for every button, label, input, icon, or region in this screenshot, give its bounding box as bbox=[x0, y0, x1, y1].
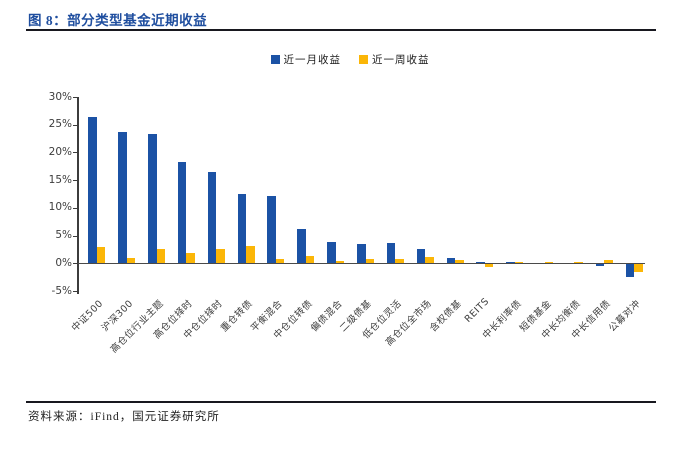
bar-week bbox=[484, 263, 494, 268]
bar-week bbox=[604, 259, 613, 264]
bar-month bbox=[88, 116, 97, 264]
y-axis-spine bbox=[77, 97, 79, 294]
bar-week bbox=[365, 259, 374, 264]
bar-month bbox=[148, 133, 157, 264]
bar-week bbox=[395, 259, 404, 264]
plot-area bbox=[73, 97, 645, 294]
bar-week bbox=[574, 261, 583, 264]
y-tick-label: 15% bbox=[48, 173, 72, 186]
bar-month bbox=[267, 195, 276, 264]
y-tick-mark bbox=[73, 207, 78, 209]
bar-month bbox=[595, 263, 605, 267]
bar-month bbox=[357, 243, 366, 264]
y-tick-label: -5% bbox=[51, 284, 72, 297]
bar-week bbox=[544, 261, 554, 264]
bar-month bbox=[327, 241, 336, 264]
title-underline bbox=[26, 29, 656, 31]
legend-label-month: 近一月收益 bbox=[283, 54, 341, 66]
y-tick-mark bbox=[73, 152, 78, 154]
legend-label-week: 近一周收益 bbox=[372, 54, 430, 66]
bar-month bbox=[177, 161, 187, 264]
y-tick-mark bbox=[73, 291, 78, 292]
bar-week bbox=[634, 263, 643, 272]
y-axis: 30% 25% 20% 15% 10% 5% 0% -5% bbox=[24, 91, 72, 297]
bar-week bbox=[305, 255, 315, 264]
bar-week bbox=[96, 246, 106, 264]
figure-title: 图 8：部分类型基金近期收益 bbox=[28, 13, 208, 28]
bar-week bbox=[425, 256, 434, 264]
y-tick-mark bbox=[73, 235, 78, 237]
legend-item-week: 近一周收益 bbox=[359, 52, 430, 67]
bar-month bbox=[207, 172, 217, 264]
source-divider bbox=[26, 401, 656, 403]
bar-week bbox=[156, 248, 166, 264]
bar-month bbox=[625, 263, 635, 277]
legend-swatch-month-icon bbox=[270, 55, 280, 64]
bar-week bbox=[126, 257, 136, 264]
y-tick-label: 30% bbox=[48, 90, 72, 103]
x-axis-labels: 中证500 沪深300 高仓位行业主题 高仓位择时 中仓位择时 重仓转债 平衡混合 中仓位转债… bbox=[69, 296, 643, 356]
y-tick-label: 5% bbox=[55, 229, 72, 242]
legend-item-month: 近一月收益 bbox=[270, 52, 342, 67]
bar-week bbox=[275, 258, 285, 264]
bar-week bbox=[186, 253, 195, 264]
bar-week bbox=[335, 260, 345, 264]
y-tick-label: 10% bbox=[48, 201, 72, 214]
bar-month bbox=[416, 248, 426, 264]
bar-month bbox=[386, 243, 396, 264]
y-tick-mark bbox=[73, 97, 78, 98]
y-tick-label: 0% bbox=[55, 256, 72, 269]
bar-month bbox=[237, 194, 247, 264]
y-tick-label: 20% bbox=[48, 145, 72, 158]
y-tick-mark bbox=[73, 263, 78, 265]
bar-month bbox=[446, 257, 456, 264]
bar-week bbox=[455, 259, 464, 264]
y-tick-mark bbox=[73, 124, 78, 126]
bar-week bbox=[246, 246, 255, 264]
bar-month bbox=[118, 131, 127, 264]
y-tick-mark bbox=[73, 180, 78, 182]
bar-week bbox=[216, 248, 225, 264]
source-note: 资料来源：iFind，国元证券研究所 bbox=[28, 411, 220, 423]
y-tick-label: 25% bbox=[48, 118, 72, 131]
zero-baseline bbox=[78, 262, 645, 265]
legend: 近一月收益 近一周收益 bbox=[0, 52, 700, 67]
bar-month bbox=[297, 228, 306, 264]
legend-swatch-week-icon bbox=[359, 55, 368, 64]
